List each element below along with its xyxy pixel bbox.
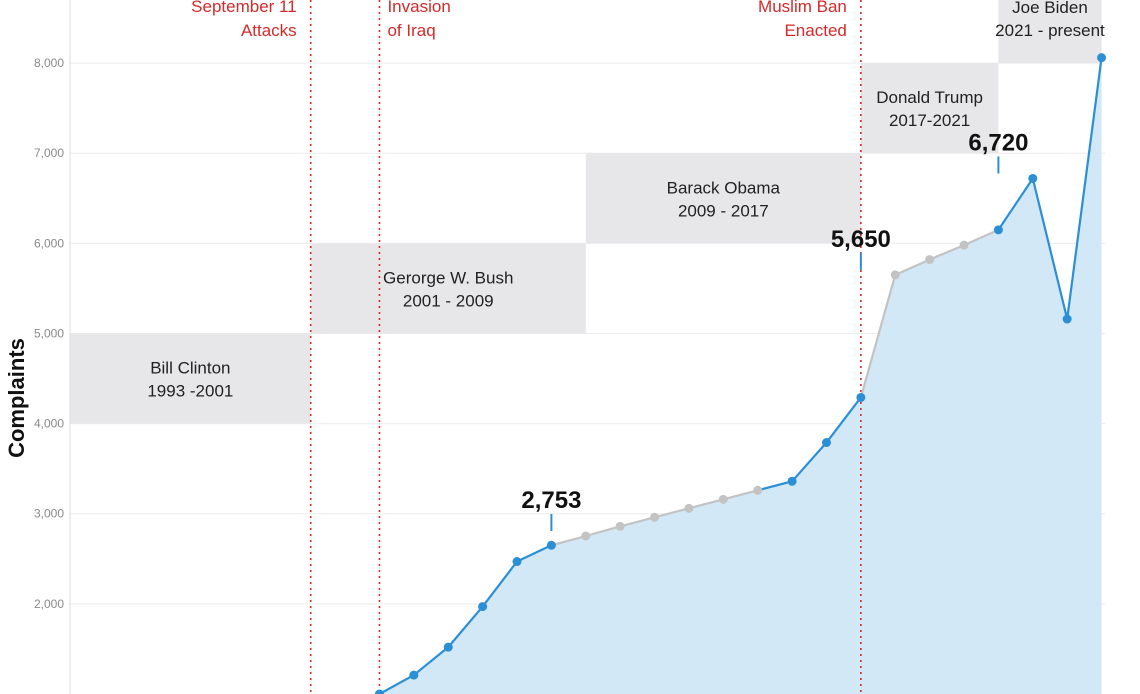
data-point <box>821 438 831 448</box>
y-axis-label: Complaints <box>4 338 29 458</box>
data-point <box>890 270 900 280</box>
line-segment <box>757 480 793 492</box>
line-segment <box>585 525 621 538</box>
event-label: Attacks <box>241 21 297 40</box>
data-point <box>443 642 453 652</box>
event-label: Muslim Ban <box>758 0 847 16</box>
data-point <box>1062 314 1072 324</box>
line-segment <box>859 274 897 398</box>
line-segment <box>894 258 931 276</box>
data-point <box>409 670 419 680</box>
y-tick-label: 5,000 <box>34 326 64 340</box>
complaints-line <box>378 57 1103 694</box>
data-point <box>1097 53 1107 63</box>
data-point <box>959 240 969 250</box>
data-point <box>374 689 384 694</box>
callout-label: 2,753 <box>521 487 581 514</box>
line-segment <box>654 507 690 519</box>
era-band <box>70 333 311 424</box>
y-tick-label: 8,000 <box>34 56 64 70</box>
era-years: 2009 - 2017 <box>678 201 769 220</box>
era-name: Barack Obama <box>667 178 781 197</box>
data-point <box>787 476 797 486</box>
era-name: Donald Trump <box>876 88 983 107</box>
y-tick-label: 2,000 <box>34 597 64 611</box>
callout-label: 5,650 <box>831 226 891 253</box>
era-years: 2021 - present <box>995 21 1105 40</box>
line-segment <box>619 516 655 528</box>
data-point <box>478 602 488 612</box>
data-point <box>512 557 522 567</box>
line-segment <box>929 244 965 261</box>
y-tick-label: 6,000 <box>34 236 64 250</box>
line-segment <box>723 489 758 501</box>
data-point <box>650 512 660 522</box>
data-points <box>374 53 1107 694</box>
era-band <box>998 0 1102 64</box>
era-years: 1993 -2001 <box>147 382 233 401</box>
y-tick-label: 7,000 <box>34 146 64 160</box>
data-point <box>993 225 1003 235</box>
era-name: Bill Clinton <box>150 359 230 378</box>
line-segment <box>997 177 1034 231</box>
era-band <box>585 153 861 244</box>
line-segment <box>1031 178 1069 320</box>
data-point <box>925 255 935 265</box>
era-years: 2001 - 2009 <box>403 291 494 310</box>
data-point <box>718 494 728 504</box>
y-axis: 2,000 3,000 4,000 5,000 6,000 7,000 8,000 <box>34 0 71 694</box>
line-segment <box>825 396 862 444</box>
line-segment <box>688 498 724 510</box>
line-segment <box>447 605 484 648</box>
data-point <box>1028 173 1038 183</box>
y-tick-label: 4,000 <box>34 417 64 431</box>
data-point <box>684 503 694 513</box>
data-point <box>615 521 625 531</box>
line-segment <box>413 646 449 676</box>
line-segment <box>551 534 587 547</box>
line-segment <box>378 674 415 694</box>
line-segment <box>791 441 828 483</box>
line-segment <box>963 228 999 247</box>
line-segment <box>1066 57 1103 320</box>
data-point <box>546 540 556 550</box>
data-point <box>753 485 763 495</box>
era-band <box>860 63 999 154</box>
area-fill <box>379 57 1102 694</box>
era-band <box>310 243 586 334</box>
data-point <box>581 531 591 541</box>
era-name: Gerorge W. Bush <box>383 268 513 287</box>
presidential-era-bands: Bill Clinton 1993 -2001 Gerorge W. Bush 200… <box>70 0 1105 424</box>
y-tick-label: 3,000 <box>34 507 64 521</box>
complaints-area <box>379 57 1102 694</box>
era-years: 2017-2021 <box>889 111 970 130</box>
line-segment <box>481 560 518 608</box>
line-segment <box>516 544 552 563</box>
data-point <box>856 392 866 402</box>
event-label: September 11 <box>191 0 297 16</box>
value-callouts: 2,753 5,650 6,720 <box>521 129 1028 532</box>
callout-label: 6,720 <box>968 129 1028 156</box>
event-label: Invasion <box>387 0 450 16</box>
event-markers: September 11 Attacks Invasion of Iraq Muslim… <box>191 0 862 694</box>
era-name: Joe Biden <box>1012 0 1088 17</box>
event-label: Enacted <box>784 21 846 40</box>
event-label: of Iraq <box>387 21 435 40</box>
